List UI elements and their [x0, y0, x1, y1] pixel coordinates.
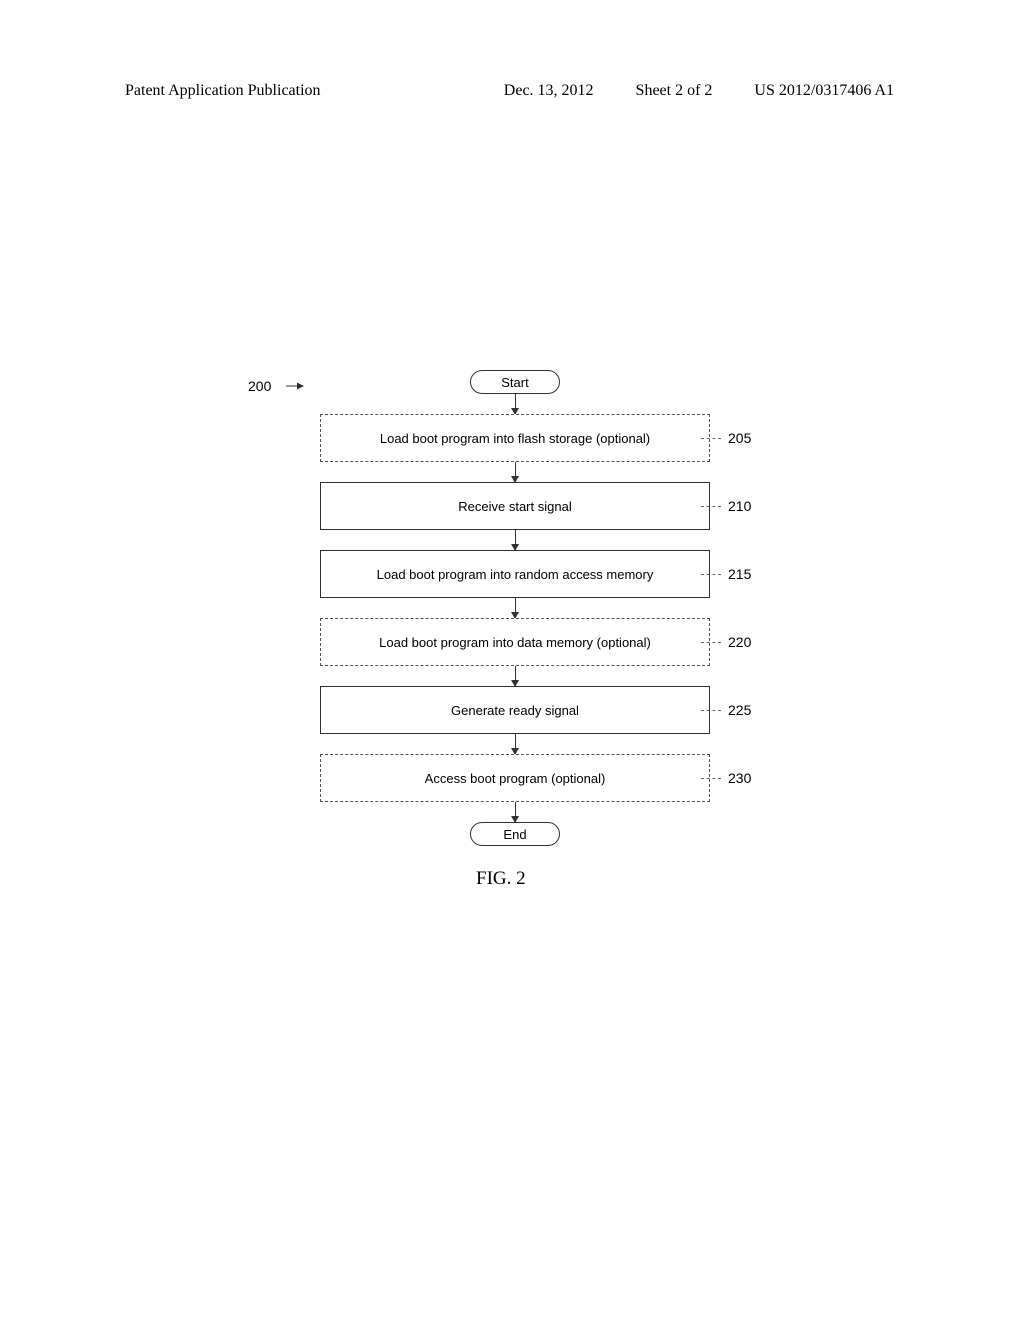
connector-arrow-icon [515, 734, 516, 754]
ref-label-230: 230 [728, 770, 751, 786]
step-row-220: Load boot program into data memory (opti… [310, 618, 720, 666]
step-text: Receive start signal [458, 499, 571, 514]
process-box-215: Load boot program into random access mem… [320, 550, 710, 598]
ref-leader-icon [701, 778, 721, 779]
step-text: Load boot program into random access mem… [377, 567, 654, 582]
connector-arrow-icon [515, 802, 516, 822]
step-row-225: Generate ready signal 225 [310, 686, 720, 734]
ref-label-210: 210 [728, 498, 751, 514]
ref-label-220: 220 [728, 634, 751, 650]
header-right-group: Dec. 13, 2012 Sheet 2 of 2 US 2012/03174… [504, 82, 894, 100]
process-box-225: Generate ready signal [320, 686, 710, 734]
step-row-205: Load boot program into flash storage (op… [310, 414, 720, 462]
connector-arrow-icon [515, 598, 516, 618]
header-pubnum: US 2012/0317406 A1 [754, 82, 894, 100]
start-label: Start [501, 375, 528, 390]
connector-arrow-icon [515, 462, 516, 482]
step-row-210: Receive start signal 210 [310, 482, 720, 530]
page-header: Patent Application Publication Dec. 13, … [0, 82, 1024, 100]
step-text: Load boot program into flash storage (op… [380, 431, 650, 446]
process-box-210: Receive start signal [320, 482, 710, 530]
process-box-220: Load boot program into data memory (opti… [320, 618, 710, 666]
step-text: Load boot program into data memory (opti… [379, 635, 651, 650]
flowchart-body: Start Load boot program into flash stora… [310, 370, 720, 846]
end-label: End [503, 827, 526, 842]
connector-arrow-icon [515, 530, 516, 550]
figure-caption: FIG. 2 [476, 868, 526, 890]
step-text: Generate ready signal [451, 703, 579, 718]
ref-leader-icon [701, 574, 721, 575]
start-terminal: Start [470, 370, 560, 394]
ref-leader-icon [701, 642, 721, 643]
ref-leader-icon [701, 438, 721, 439]
flow-number-arrow-icon [286, 381, 304, 391]
step-row-230: Access boot program (optional) 230 [310, 754, 720, 802]
ref-label-225: 225 [728, 702, 751, 718]
connector-arrow-icon [515, 394, 516, 414]
header-publication: Patent Application Publication [125, 82, 321, 100]
step-row-215: Load boot program into random access mem… [310, 550, 720, 598]
header-date: Dec. 13, 2012 [504, 82, 594, 100]
process-box-230: Access boot program (optional) [320, 754, 710, 802]
ref-leader-icon [701, 710, 721, 711]
ref-label-215: 215 [728, 566, 751, 582]
end-terminal: End [470, 822, 560, 846]
connector-arrow-icon [515, 666, 516, 686]
ref-label-205: 205 [728, 430, 751, 446]
process-box-205: Load boot program into flash storage (op… [320, 414, 710, 462]
flow-number-label: 200 [248, 378, 271, 394]
step-text: Access boot program (optional) [425, 771, 606, 786]
ref-leader-icon [701, 506, 721, 507]
header-sheet: Sheet 2 of 2 [636, 82, 713, 100]
